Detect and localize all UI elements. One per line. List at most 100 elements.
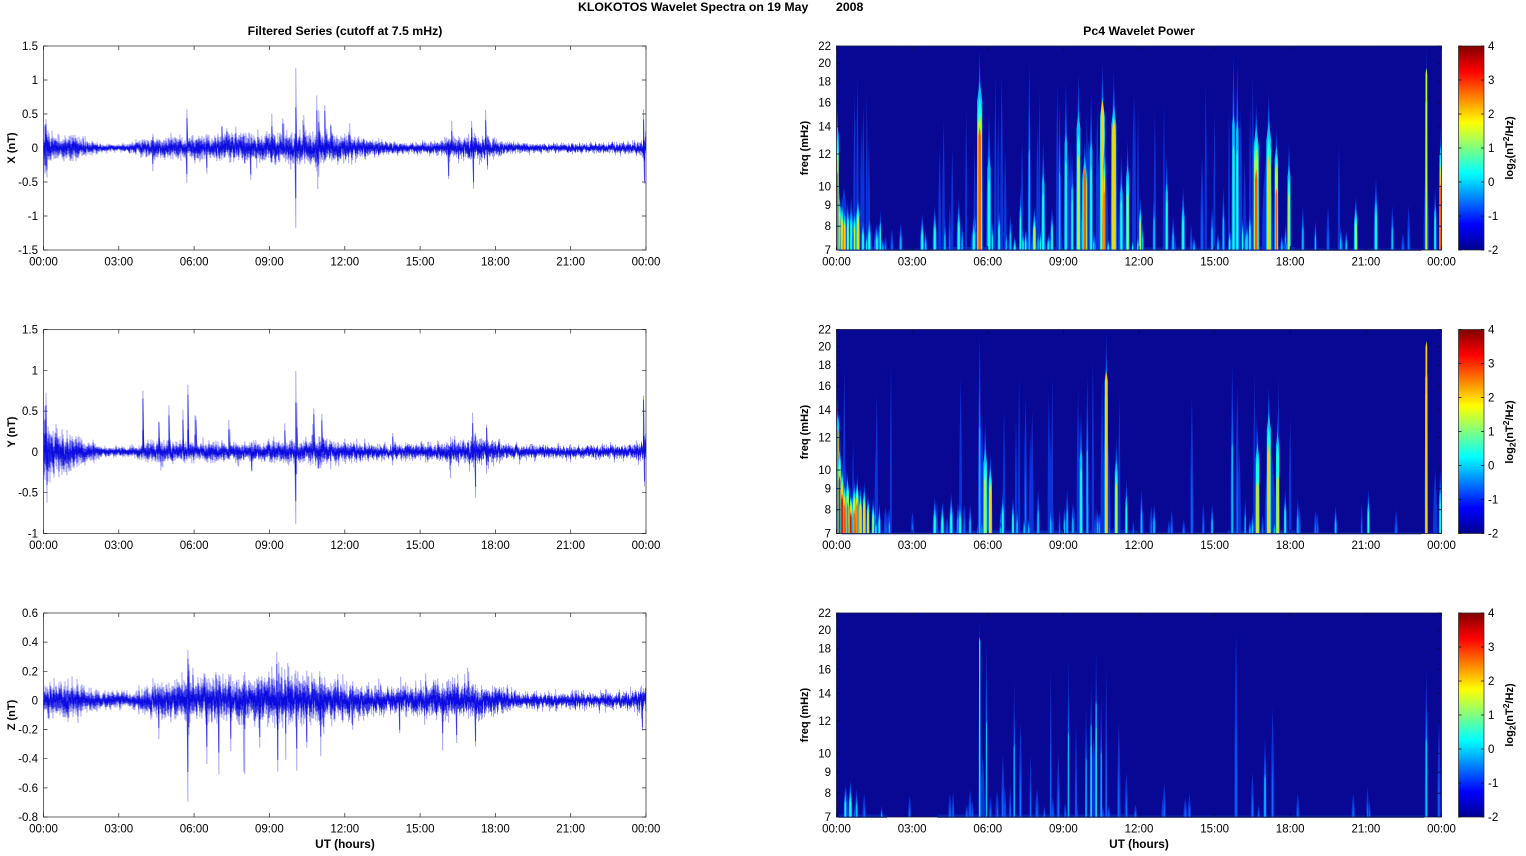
svg-text:10: 10	[818, 182, 831, 194]
svg-text:20: 20	[818, 342, 831, 354]
svg-text:1.5: 1.5	[22, 325, 38, 337]
svg-text:00:00: 00:00	[632, 540, 661, 552]
svg-text:UT (hours): UT (hours)	[315, 837, 375, 851]
svg-text:2: 2	[1488, 393, 1494, 405]
svg-text:12:00: 12:00	[330, 824, 359, 836]
svg-text:8: 8	[825, 788, 831, 800]
svg-text:03:00: 03:00	[104, 540, 133, 552]
svg-text:-1.5: -1.5	[18, 245, 38, 257]
svg-text:2008: 2008	[836, 0, 864, 14]
svg-text:9: 9	[825, 767, 831, 779]
svg-text:14: 14	[818, 405, 831, 417]
svg-text:06:00: 06:00	[973, 540, 1002, 552]
svg-text:00:00: 00:00	[29, 540, 58, 552]
svg-text:00:00: 00:00	[29, 257, 58, 269]
svg-text:18: 18	[818, 360, 831, 372]
svg-text:7: 7	[825, 529, 831, 541]
svg-text:0.5: 0.5	[22, 406, 38, 418]
svg-text:03:00: 03:00	[898, 824, 927, 836]
svg-text:-0.5: -0.5	[18, 488, 38, 500]
svg-text:09:00: 09:00	[255, 824, 284, 836]
svg-text:06:00: 06:00	[180, 257, 209, 269]
svg-text:06:00: 06:00	[973, 257, 1002, 269]
svg-text:14: 14	[818, 122, 831, 134]
svg-text:00:00: 00:00	[1427, 257, 1456, 269]
svg-text:00:00: 00:00	[822, 257, 851, 269]
svg-text:09:00: 09:00	[1049, 257, 1078, 269]
svg-text:Filtered Series (cutoff at 7.5: Filtered Series (cutoff at 7.5 mHz)	[248, 24, 443, 38]
svg-text:0.4: 0.4	[22, 637, 39, 649]
svg-text:00:00: 00:00	[822, 824, 851, 836]
svg-text:1.5: 1.5	[22, 41, 38, 53]
svg-text:1: 1	[1488, 710, 1494, 722]
svg-text:-2: -2	[1488, 812, 1498, 824]
svg-text:-0.2: -0.2	[18, 725, 38, 737]
svg-text:KLOKOTOS Wavelet Spectra on 19: KLOKOTOS Wavelet Spectra on 19 May	[578, 0, 808, 14]
svg-text:06:00: 06:00	[180, 824, 209, 836]
svg-text:03:00: 03:00	[104, 257, 133, 269]
svg-text:freq (mHz): freq (mHz)	[799, 687, 811, 742]
svg-text:03:00: 03:00	[898, 257, 927, 269]
svg-text:16: 16	[818, 98, 831, 110]
svg-text:22: 22	[818, 41, 831, 53]
svg-text:1: 1	[1488, 143, 1494, 155]
svg-text:-0.4: -0.4	[18, 754, 38, 766]
svg-text:-2: -2	[1488, 529, 1498, 541]
svg-text:7: 7	[825, 812, 831, 824]
svg-text:21:00: 21:00	[1352, 824, 1381, 836]
svg-text:X (nT): X (nT)	[6, 132, 18, 163]
svg-text:12: 12	[818, 433, 831, 445]
svg-text:-2: -2	[1488, 245, 1498, 257]
svg-text:12: 12	[818, 149, 831, 161]
svg-text:12:00: 12:00	[1125, 824, 1154, 836]
svg-text:0.2: 0.2	[22, 666, 38, 678]
svg-text:1: 1	[32, 75, 38, 87]
svg-text:18:00: 18:00	[1276, 824, 1305, 836]
svg-text:12:00: 12:00	[330, 257, 359, 269]
svg-text:3: 3	[1488, 642, 1494, 654]
svg-text:0: 0	[32, 695, 38, 707]
svg-text:18: 18	[818, 77, 831, 89]
svg-text:Y (nT): Y (nT)	[6, 416, 18, 447]
svg-text:00:00: 00:00	[1427, 540, 1456, 552]
svg-text:9: 9	[825, 200, 831, 212]
svg-text:Z (nT): Z (nT)	[6, 699, 18, 730]
svg-text:3: 3	[1488, 359, 1494, 371]
svg-text:18:00: 18:00	[1276, 257, 1305, 269]
svg-text:0.6: 0.6	[22, 608, 38, 620]
svg-text:15:00: 15:00	[406, 824, 435, 836]
svg-text:UT (hours): UT (hours)	[1109, 837, 1169, 851]
svg-text:freq (mHz): freq (mHz)	[799, 404, 811, 459]
svg-text:log2(nT2/Hz): log2(nT2/Hz)	[1501, 683, 1518, 747]
svg-text:0.5: 0.5	[22, 109, 38, 121]
svg-text:12:00: 12:00	[1125, 540, 1154, 552]
svg-text:8: 8	[825, 221, 831, 233]
svg-text:12: 12	[818, 716, 831, 728]
svg-text:03:00: 03:00	[898, 540, 927, 552]
svg-text:15:00: 15:00	[1200, 824, 1229, 836]
svg-text:18:00: 18:00	[481, 257, 510, 269]
svg-text:21:00: 21:00	[556, 257, 585, 269]
svg-text:16: 16	[818, 381, 831, 393]
svg-text:22: 22	[818, 325, 831, 337]
svg-text:00:00: 00:00	[1427, 824, 1456, 836]
svg-text:00:00: 00:00	[632, 257, 661, 269]
svg-text:3: 3	[1488, 75, 1494, 87]
svg-text:20: 20	[818, 625, 831, 637]
svg-text:9: 9	[825, 484, 831, 496]
svg-text:16: 16	[818, 665, 831, 677]
svg-text:-1: -1	[1488, 211, 1498, 223]
svg-text:09:00: 09:00	[1049, 540, 1078, 552]
svg-text:00:00: 00:00	[29, 824, 58, 836]
svg-text:21:00: 21:00	[556, 824, 585, 836]
svg-text:0: 0	[1488, 177, 1494, 189]
svg-text:06:00: 06:00	[973, 824, 1002, 836]
svg-text:1: 1	[1488, 427, 1494, 439]
svg-text:0: 0	[1488, 744, 1494, 756]
svg-text:-0.8: -0.8	[18, 812, 38, 824]
svg-text:4: 4	[1488, 41, 1495, 53]
svg-text:1: 1	[32, 365, 38, 377]
svg-text:-1: -1	[28, 211, 38, 223]
svg-text:15:00: 15:00	[406, 257, 435, 269]
svg-text:10: 10	[818, 749, 831, 761]
